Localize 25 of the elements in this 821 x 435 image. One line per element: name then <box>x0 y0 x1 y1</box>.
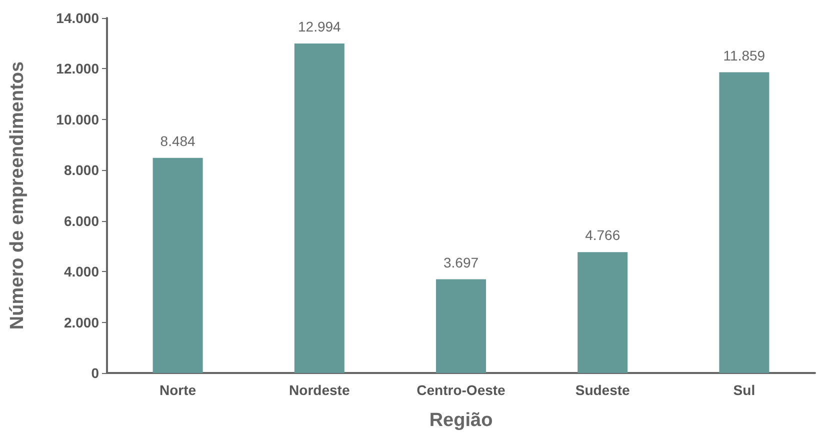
x-tick-label: Sul <box>733 382 756 398</box>
x-tick-label: Nordeste <box>289 382 350 398</box>
data-label: 4.766 <box>585 227 620 244</box>
y-tick-label: 8.000 <box>64 162 100 178</box>
data-label: 8.484 <box>160 132 196 149</box>
bar <box>719 72 770 373</box>
bar <box>578 252 628 373</box>
x-tick-label: Norte <box>160 382 196 398</box>
x-tick-label: Sudeste <box>575 382 630 398</box>
x-axis-title: Região <box>429 410 493 431</box>
bar <box>294 44 344 373</box>
y-tick-label: 12.000 <box>56 60 100 77</box>
bar <box>152 158 203 373</box>
y-tick-label: 14.000 <box>56 10 100 26</box>
data-label: 3.697 <box>443 254 479 270</box>
x-tick-label: Centro-Oeste <box>416 382 506 398</box>
y-axis-title: Número de empreendimentos <box>7 61 28 330</box>
data-label: 12.994 <box>298 18 342 35</box>
y-tick-label: 10.000 <box>56 111 100 128</box>
y-tick-label: 4.000 <box>64 264 100 280</box>
data-label: 11.859 <box>723 47 766 64</box>
y-tick-label: 2.000 <box>64 314 100 330</box>
y-tick-label: 0 <box>91 365 100 381</box>
bar <box>436 279 486 373</box>
y-tick-label: 6.000 <box>64 212 100 229</box>
